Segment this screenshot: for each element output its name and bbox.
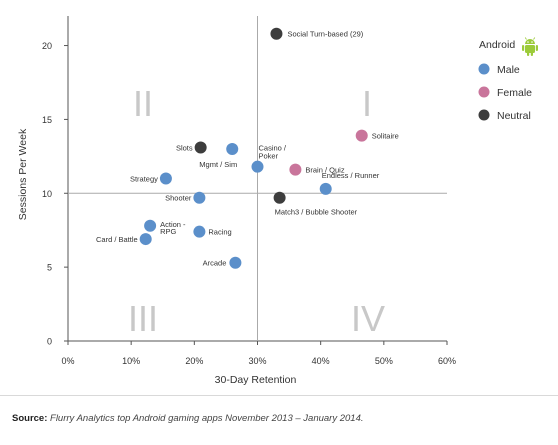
legend-label-male: Male bbox=[497, 64, 520, 76]
legend-label-female: Female bbox=[497, 87, 532, 99]
y-axis-title: Sessions Per Week bbox=[17, 128, 29, 220]
x-tick-label: 60% bbox=[438, 356, 456, 366]
android-head bbox=[525, 39, 535, 44]
data-point-label: Slots bbox=[176, 143, 193, 152]
legend-label-neutral: Neutral bbox=[497, 110, 531, 122]
data-point-label: Shooter bbox=[165, 194, 192, 203]
data-point-label: Racing bbox=[208, 228, 231, 237]
android-icon bbox=[522, 37, 538, 56]
data-point bbox=[144, 219, 157, 232]
x-tick-label: 10% bbox=[122, 356, 140, 366]
data-point bbox=[226, 142, 239, 155]
data-point bbox=[289, 163, 302, 176]
data-point-label: Social Turn-based (29) bbox=[287, 30, 363, 39]
data-point bbox=[319, 182, 332, 195]
legend-marker-female bbox=[478, 86, 490, 98]
data-point bbox=[194, 141, 207, 154]
y-tick-label: 15 bbox=[42, 115, 52, 125]
source-text: Flurry Analytics top Android gaming apps… bbox=[47, 413, 364, 424]
data-point-label: Match3 / Bubble Shooter bbox=[275, 208, 358, 217]
data-point bbox=[251, 160, 264, 173]
android-leg-left bbox=[527, 52, 530, 56]
data-point-label: Mgmt / Sim bbox=[199, 160, 237, 169]
android-body bbox=[525, 45, 535, 53]
android-leg-right bbox=[530, 52, 533, 56]
data-point bbox=[273, 191, 286, 204]
data-point-label: Action - bbox=[160, 220, 186, 229]
android-antenna-right bbox=[533, 37, 536, 40]
x-tick-label: 40% bbox=[312, 356, 330, 366]
legend-title: Android bbox=[479, 39, 515, 51]
legend-marker-neutral bbox=[478, 109, 490, 121]
data-point bbox=[159, 172, 172, 185]
y-tick-label: 5 bbox=[47, 263, 52, 273]
legend-marker-male bbox=[478, 63, 490, 75]
y-tick-label: 20 bbox=[42, 41, 52, 51]
android-antenna-left bbox=[524, 37, 527, 40]
source-divider bbox=[0, 395, 558, 396]
android-arm-right bbox=[535, 45, 538, 51]
data-point-label: Endless / Runner bbox=[322, 171, 380, 180]
android-arm-left bbox=[522, 45, 525, 51]
android-eye-left bbox=[527, 41, 529, 43]
y-tick-label: 0 bbox=[47, 337, 52, 347]
data-point bbox=[229, 256, 242, 269]
quadrant-label-ii: II bbox=[133, 83, 153, 124]
data-point-label: Strategy bbox=[130, 175, 158, 184]
data-point bbox=[270, 27, 283, 40]
data-point-label: Brain / Quiz bbox=[305, 166, 344, 175]
quadrant-label-i: I bbox=[362, 83, 372, 124]
scatter-chart: 0% 10% 20% 30% 40% 50% 60% 0 5 10 15 20 30-Day Reten… bbox=[17, 16, 538, 386]
data-point bbox=[139, 233, 152, 246]
data-point-label: Casino / bbox=[259, 144, 287, 153]
source-note: Source: Flurry Analytics top Android gam… bbox=[12, 413, 364, 424]
x-axis-title: 30-Day Retention bbox=[215, 374, 297, 386]
x-tick-label: 50% bbox=[375, 356, 393, 366]
x-tick-label: 30% bbox=[248, 356, 266, 366]
quadrant-label-iv: IV bbox=[351, 298, 385, 339]
data-point-label: Solitaire bbox=[372, 132, 399, 141]
data-point-label: Poker bbox=[259, 152, 279, 161]
data-point bbox=[193, 225, 206, 238]
android-eye-right bbox=[531, 41, 533, 43]
data-point bbox=[193, 191, 206, 204]
x-tick-label: 0% bbox=[61, 356, 74, 366]
data-point-label: Card / Battle bbox=[96, 235, 138, 244]
source-prefix: Source: bbox=[12, 413, 48, 424]
x-tick-label: 20% bbox=[185, 356, 203, 366]
data-point-label: RPG bbox=[160, 227, 176, 236]
quadrant-label-iii: III bbox=[128, 298, 158, 339]
data-point-label: Arcade bbox=[203, 259, 227, 268]
y-tick-label: 10 bbox=[42, 189, 52, 199]
data-point bbox=[355, 129, 368, 142]
